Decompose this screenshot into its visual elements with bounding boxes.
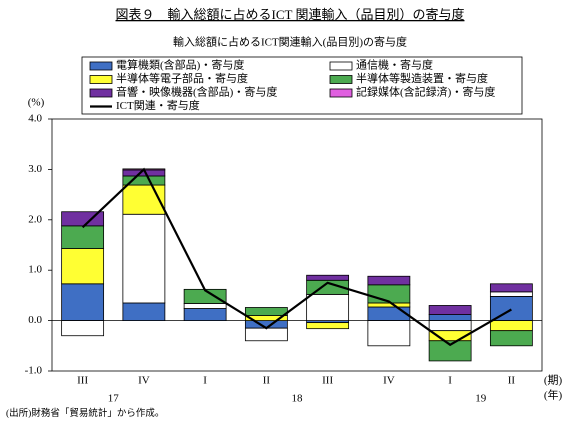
bar-segment (306, 322, 350, 330)
legend-label: 音響・映像機器(含部品)・寄与度 (116, 85, 277, 99)
y-tick-label: 0.0 (28, 314, 42, 326)
legend-swatch (329, 61, 353, 71)
bar-segment (306, 293, 350, 321)
bar-segment (428, 340, 472, 362)
bar-segment (244, 327, 288, 342)
x-tick-label: III (322, 375, 333, 387)
bar-segment (306, 274, 350, 281)
x-unit-period: (期) (544, 374, 563, 387)
bar-segment (489, 291, 533, 297)
bar-segment (367, 320, 411, 347)
year-label: 19 (475, 393, 487, 405)
bar-segment (122, 184, 166, 215)
legend-swatch (329, 75, 353, 84)
y-tick-label: 2.0 (28, 213, 42, 225)
bar-segment (367, 275, 411, 286)
x-tick-label: II (508, 375, 516, 387)
bar-segment (367, 284, 411, 304)
legend-swatch (89, 75, 113, 84)
bar-segment (367, 302, 411, 308)
y-tick-label: 1.0 (28, 264, 42, 276)
bar-segment (489, 320, 533, 332)
source-note: (出所)財務省「貿易統計」から作成。 (6, 407, 164, 419)
chart-subtitle: 輸入総額に占めるICT関連輸入(品目別)の寄与度 (173, 35, 407, 49)
year-label: 17 (108, 393, 120, 405)
bar-segment (183, 308, 227, 321)
bar-segment (244, 307, 288, 316)
legend-label: 記録媒体(含記録済)・寄与度 (356, 85, 495, 99)
x-unit-year: (年) (544, 388, 563, 402)
legend-label: 半導体等電子部品・寄与度 (116, 71, 248, 85)
bar-segment (61, 248, 105, 285)
bar-segment (489, 330, 533, 347)
bar-segment (428, 320, 472, 332)
bar-segment (428, 305, 472, 315)
y-tick-label: 4.0 (28, 113, 42, 125)
bar-segment (367, 306, 411, 322)
x-tick-label: I (203, 375, 207, 387)
year-label: 18 (292, 393, 304, 405)
plot-frame (51, 118, 543, 372)
line-series (81, 167, 512, 347)
legend-label: ICT関連・寄与度 (116, 98, 200, 112)
legend-label: 通信機・寄与度 (356, 58, 433, 72)
legend-label: 電算機類(含部品)・寄与度 (116, 58, 244, 72)
legend-box (81, 56, 523, 115)
bar-segment (183, 303, 227, 309)
x-tick-label: I (448, 375, 452, 387)
y-unit: (%) (28, 97, 45, 109)
x-tick-label: III (77, 375, 88, 387)
bar-segment (122, 213, 166, 304)
legend-label: 半導体等製造装置・寄与度 (356, 71, 488, 85)
x-tick-label: II (263, 375, 271, 387)
y-tick-label: -1.0 (25, 365, 43, 377)
bar-segment (428, 314, 472, 322)
chart-title: 図表９ 輸入総額に占めるICT 関連輸入（品目別）の寄与度 (116, 7, 465, 22)
bar-segment (489, 283, 533, 293)
x-tick-label: IV (138, 375, 150, 387)
bar-segment (61, 283, 105, 322)
y-tick-label: 3.0 (28, 163, 42, 175)
bar-segment (61, 320, 105, 337)
bar-segment (122, 302, 166, 321)
legend-swatch (89, 61, 113, 71)
x-tick-label: IV (383, 375, 395, 387)
legend-swatch (89, 88, 113, 98)
bar-segment (61, 225, 105, 249)
legend-swatch (329, 88, 353, 98)
